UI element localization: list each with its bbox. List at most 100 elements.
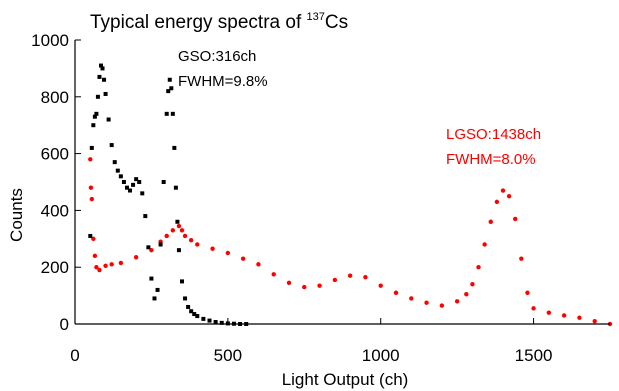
y-ticks: 0 200 400 600 800 1000 [31, 31, 81, 334]
lgso-fwhm-label: FWHM=8.0% [446, 151, 536, 168]
y-tick-label: 400 [41, 201, 69, 220]
x-tick-label: 500 [214, 346, 242, 365]
data-point [506, 194, 512, 199]
y-tick-label: 200 [41, 258, 69, 277]
data-point [302, 284, 307, 290]
data-point [201, 316, 206, 321]
data-point [167, 77, 172, 82]
data-point [137, 180, 142, 184]
data-point [128, 188, 133, 193]
data-point [393, 290, 399, 295]
x-axis-label: Light Output (ch) [282, 370, 409, 389]
data-point [347, 273, 353, 278]
y-tick-label: 800 [41, 88, 69, 107]
chart-title-prefix: Typical energy spectra of [90, 12, 307, 33]
chart-title: Typical energy spectra of 137Cs [90, 11, 348, 33]
data-point [143, 214, 148, 219]
data-point [195, 314, 200, 319]
data-point [133, 255, 139, 260]
data-point [155, 287, 160, 292]
data-point [363, 274, 368, 280]
data-point [164, 111, 169, 116]
x-tick-label: 1000 [362, 346, 400, 365]
data-point [92, 253, 98, 259]
data-point [439, 303, 445, 308]
data-point [100, 66, 105, 71]
data-point [149, 276, 154, 281]
data-point [189, 309, 194, 314]
data-point [519, 256, 524, 261]
data-point [179, 228, 185, 233]
data-point [115, 168, 120, 173]
data-point [332, 277, 338, 283]
data-point [494, 199, 500, 205]
data-point [118, 174, 123, 179]
data-point [95, 94, 100, 99]
data-point [592, 318, 597, 324]
data-point [577, 315, 582, 320]
data-point [121, 180, 126, 184]
data-point [175, 219, 180, 224]
data-point [94, 111, 99, 116]
data-point [169, 86, 174, 91]
data-point [464, 291, 469, 297]
data-point [213, 320, 218, 325]
data-point [454, 299, 460, 304]
lgso-peak-label: LGSO:1438ch [446, 126, 541, 143]
data-point [186, 304, 191, 309]
chart-title-superscript: 137 [307, 11, 325, 23]
data-point [109, 143, 114, 148]
data-point [106, 117, 111, 122]
data-point [173, 185, 178, 190]
data-point [240, 256, 246, 261]
data-point [88, 233, 93, 238]
data-point [158, 242, 163, 247]
data-point [195, 242, 200, 247]
data-point [561, 313, 567, 318]
data-point [152, 296, 157, 301]
data-point [500, 188, 506, 193]
data-point [89, 145, 94, 150]
x-tick-label: 1500 [515, 346, 553, 365]
data-point [424, 300, 429, 305]
data-point [91, 123, 96, 128]
data-point [109, 262, 114, 267]
data-point [131, 182, 136, 187]
series-0 [88, 63, 249, 326]
data-point [470, 282, 475, 287]
data-point [225, 250, 231, 256]
y-tick-label: 1000 [31, 31, 69, 50]
data-point [286, 280, 292, 286]
data-point [192, 312, 197, 317]
data-point [146, 245, 151, 250]
series-layer [88, 63, 613, 327]
chart-title-suffix: Cs [325, 12, 348, 33]
data-point [92, 114, 97, 119]
data-point [256, 262, 261, 267]
data-point [140, 191, 145, 196]
data-point [161, 180, 166, 184]
y-axis-label: Counts [7, 188, 26, 242]
data-point [219, 320, 224, 325]
gso-fwhm-label: FWHM=9.8% [178, 73, 268, 90]
data-point [271, 272, 276, 277]
data-point [180, 279, 184, 284]
data-point [170, 111, 175, 116]
data-point [317, 283, 322, 288]
data-point [546, 310, 552, 315]
data-point [172, 145, 177, 150]
data-point [176, 248, 181, 253]
data-point [207, 318, 212, 323]
x-ticks: 0 500 1000 1500 [70, 318, 552, 365]
data-point [531, 306, 536, 311]
data-point [182, 233, 188, 239]
data-point [102, 77, 107, 82]
x-tick-label: 0 [70, 346, 79, 365]
data-point [166, 89, 171, 94]
data-point [188, 238, 194, 243]
series-1 [88, 157, 613, 327]
data-point [134, 177, 139, 182]
data-point [183, 296, 188, 301]
data-point [170, 228, 176, 233]
